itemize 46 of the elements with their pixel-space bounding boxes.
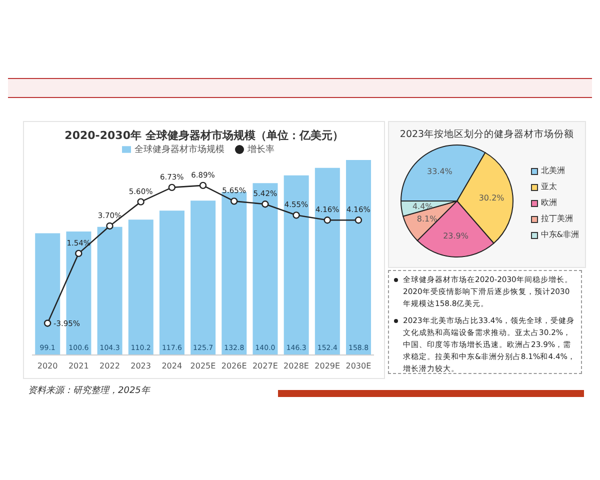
point (324, 216, 331, 224)
data-label: 4.4% (412, 202, 434, 211)
point (262, 200, 269, 208)
point (230, 198, 238, 205)
x-tick-label: 2029E (314, 362, 340, 371)
bar (252, 183, 278, 355)
data-label: 8.1% (416, 214, 438, 224)
x-tick-label: 2021 (68, 362, 89, 371)
point (75, 250, 82, 258)
x-tick-label: 2022 (100, 362, 120, 371)
data-label: 33.4% (426, 166, 453, 176)
bar (159, 210, 184, 355)
legend-label: 全球健身器材市场规模 (134, 145, 224, 155)
x-tick-label: 2025E (190, 362, 216, 371)
legend-label: 欧洲 (540, 197, 557, 209)
legend-label: 北美洲 (540, 165, 565, 177)
point (292, 212, 300, 219)
x-tick-label: 2030E (346, 362, 372, 371)
legend-label: 增长率 (248, 145, 274, 155)
bar (346, 160, 372, 355)
x-tick-label: 2026E (221, 362, 247, 371)
point (354, 216, 362, 224)
bar (190, 200, 216, 355)
data-label: 30.2% (478, 194, 505, 203)
bar (128, 220, 154, 355)
point (106, 222, 114, 230)
point (44, 320, 52, 327)
x-tick-label: 2023 (130, 362, 151, 371)
point (199, 182, 207, 190)
text: 资料来源：研究整理，2025年 (28, 384, 150, 397)
point (137, 198, 144, 206)
x-tick-label: 2028E (284, 362, 309, 371)
legend-label: 亚太 (540, 181, 557, 193)
bar (314, 168, 340, 355)
bar (222, 192, 247, 355)
x-tick-label: 2020 (37, 362, 58, 371)
bar (97, 226, 122, 355)
chart-title: 2020-2030年 全球健身器材市场规模（单位：亿美元） (64, 128, 344, 143)
x-tick-label: 2027E (252, 362, 278, 371)
point (168, 184, 176, 192)
legend-label: 拉丁美洲 (540, 213, 573, 225)
x-tick-label: 2024 (162, 362, 182, 371)
chart-title: 2023年按地区划分的健身器材市场份额 (398, 128, 576, 141)
legend-label: 中东&非洲 (540, 229, 579, 241)
data-label: 23.9% (443, 232, 469, 241)
bar (284, 175, 309, 355)
